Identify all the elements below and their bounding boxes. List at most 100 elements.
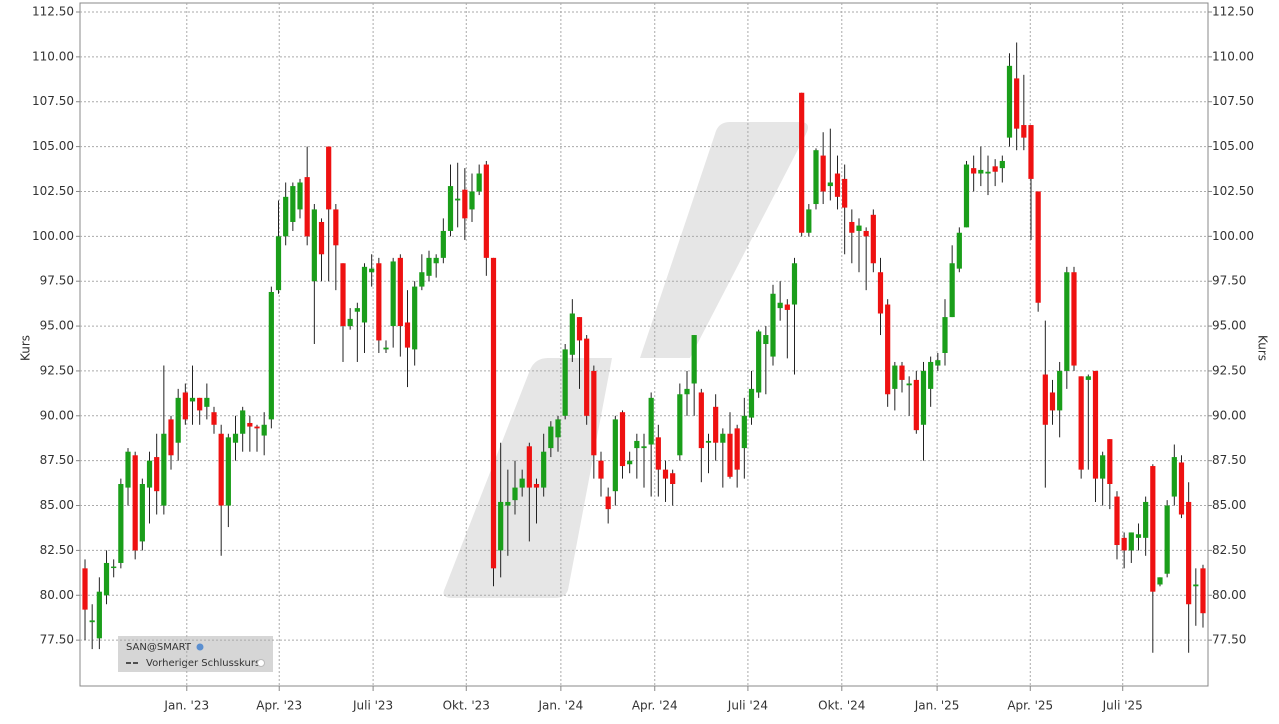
candle-body	[727, 433, 733, 477]
candle-body	[985, 171, 991, 174]
candle-body	[856, 225, 862, 231]
y-tick-label: 92.50	[40, 363, 74, 377]
candle-body	[490, 257, 497, 569]
candle-body	[1200, 568, 1206, 614]
candle-body	[870, 214, 876, 264]
candle-body	[612, 419, 618, 492]
candle-body	[777, 302, 783, 309]
x-tick-label: Apr. '24	[632, 699, 678, 713]
candle-body	[555, 419, 561, 438]
candle-body	[541, 451, 547, 488]
y-tick-label: 95.00	[40, 319, 74, 333]
candle-body	[197, 397, 203, 411]
candle-body	[240, 410, 246, 434]
y2-axis-title: Kurs	[1256, 335, 1270, 361]
x-tick-label: Juli '24	[727, 699, 768, 713]
candle-body	[290, 186, 296, 222]
candle-body	[971, 168, 977, 174]
candle-body	[211, 412, 217, 425]
candle-body	[1071, 272, 1077, 366]
candle-body	[297, 182, 303, 210]
candle-body	[254, 426, 260, 429]
candle-body	[426, 257, 432, 276]
candle-body	[670, 473, 676, 484]
candle-body	[1171, 457, 1177, 497]
legend-icon	[257, 659, 265, 667]
candle-body	[1121, 537, 1127, 551]
candle-body	[412, 286, 418, 350]
candle-body	[1014, 78, 1020, 129]
candle-body	[397, 257, 403, 327]
candle-body	[770, 293, 776, 357]
candle-body	[304, 177, 310, 237]
candle-body	[1107, 439, 1113, 484]
y-tick-label: 97.50	[40, 274, 74, 288]
candle-body	[605, 496, 611, 510]
candle-body	[634, 440, 640, 449]
candle-body	[834, 173, 841, 197]
y2-tick-label: 85.00	[1212, 498, 1246, 512]
candle-body	[963, 164, 970, 228]
candle-body	[533, 483, 540, 488]
candle-body	[182, 392, 188, 420]
candle-body	[498, 501, 504, 551]
y2-tick-label: 90.00	[1212, 408, 1246, 422]
candle-body	[168, 419, 174, 456]
candle-body	[1057, 370, 1063, 411]
candle-body	[820, 155, 826, 192]
candle-body	[591, 370, 597, 456]
y-tick-label: 82.50	[40, 543, 74, 557]
candle-body	[146, 460, 153, 488]
watermark	[443, 122, 808, 598]
y-tick-label: 110.00	[32, 49, 74, 63]
candle-body	[189, 397, 196, 402]
candle-body	[627, 460, 633, 465]
candle-body	[619, 412, 626, 467]
candle-body	[763, 335, 769, 345]
candle-body	[326, 146, 332, 210]
candle-body	[469, 191, 475, 210]
y2-tick-label: 100.00	[1212, 229, 1254, 243]
candle-body	[154, 457, 160, 492]
candle-body	[390, 261, 396, 327]
candle-body	[218, 433, 224, 506]
candle-body	[275, 236, 282, 291]
candle-body	[1164, 505, 1170, 574]
legend-box	[118, 636, 273, 672]
x-tick-label: Juli '25	[1102, 699, 1143, 713]
legend: SAN@SMART Vorheriger Schlusskurs	[118, 636, 273, 672]
candle-body	[641, 446, 647, 449]
candle-body	[132, 455, 138, 551]
x-tick-label: Jan. '23	[163, 699, 209, 713]
candle-body	[885, 304, 891, 395]
x-tick-label: Apr. '23	[256, 699, 302, 713]
candle-body	[1114, 496, 1120, 546]
candle-body	[519, 478, 525, 488]
candle-body	[1193, 584, 1199, 587]
candle-body	[139, 483, 145, 542]
candle-body	[483, 164, 489, 258]
candle-body	[361, 266, 368, 323]
y2-tick-label: 105.00	[1212, 139, 1254, 153]
candle-body	[784, 304, 790, 310]
candle-body	[949, 263, 955, 318]
y2-tick-label: 80.00	[1212, 588, 1246, 602]
candle-body	[433, 257, 439, 264]
candle-body	[562, 349, 568, 416]
candle-body	[913, 379, 919, 431]
candle-body	[662, 469, 669, 479]
candle-body	[369, 268, 375, 273]
y2-tick-label: 82.50	[1212, 543, 1246, 557]
candle-body	[161, 433, 167, 506]
candle-body	[849, 221, 855, 233]
candle-body	[232, 433, 239, 443]
x-tick-label: Okt. '24	[818, 699, 865, 713]
candle-body	[684, 388, 690, 395]
candle-body	[1178, 462, 1185, 515]
y-tick-label: 107.50	[32, 94, 74, 108]
y2-tick-label: 92.50	[1212, 363, 1246, 377]
candle-body	[440, 230, 446, 258]
y-tick-label: 100.00	[32, 229, 74, 243]
y-tick-label: 77.50	[40, 633, 74, 647]
